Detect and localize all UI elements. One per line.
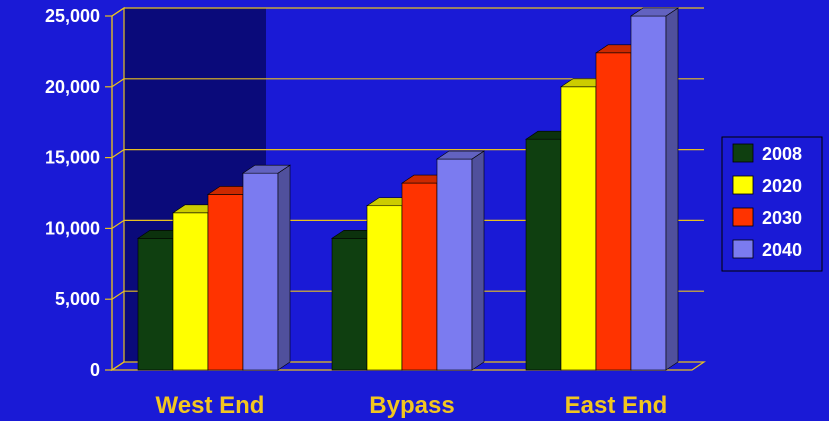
y-tick-label: 20,000 <box>45 77 100 97</box>
bar <box>242 164 291 371</box>
bar-top <box>242 164 291 174</box>
legend: 2008 2020 2030 2040 <box>721 136 823 272</box>
bar-front <box>401 182 438 371</box>
bar <box>630 7 679 371</box>
legend-label: 2030 <box>762 208 802 228</box>
category-label: West End <box>156 392 265 419</box>
legend-swatch <box>732 143 754 163</box>
gridline-depth <box>111 149 125 159</box>
legend-label: 2040 <box>762 240 802 260</box>
bar-side <box>471 150 485 371</box>
category-label: Bypass <box>369 392 454 419</box>
y-axis-tick-labels: 0 5,000 10,000 15,000 20,000 25,000 <box>45 6 100 380</box>
bar-side <box>665 7 679 371</box>
y-tick-label: 5,000 <box>55 289 100 309</box>
bar-front <box>172 212 209 371</box>
bar-side <box>277 164 291 371</box>
bar-top <box>630 7 679 17</box>
bar-front <box>137 238 174 371</box>
gridline-depth <box>111 7 125 17</box>
legend-swatch <box>732 239 754 259</box>
category-labels: West End Bypass East End <box>156 392 668 419</box>
bar-front <box>207 194 244 371</box>
bar-front <box>331 238 368 371</box>
gridline-depth <box>111 290 125 300</box>
bar-front <box>436 158 473 371</box>
gridline-depth <box>111 219 125 229</box>
gridline-depth <box>111 78 125 88</box>
legend-swatch <box>732 207 754 227</box>
bars <box>137 7 679 371</box>
legend-label: 2008 <box>762 144 802 164</box>
plot-floor <box>110 361 706 371</box>
bar-front <box>630 15 667 371</box>
y-tick-label: 15,000 <box>45 148 100 168</box>
bar-top <box>436 150 485 160</box>
y-tick-label: 0 <box>90 360 100 380</box>
category-label: East End <box>565 392 668 419</box>
bar-front <box>595 52 632 371</box>
bar-front <box>242 172 279 371</box>
bar <box>436 150 485 371</box>
bar-front <box>366 205 403 371</box>
legend-label: 2020 <box>762 176 802 196</box>
y-tick-label: 25,000 <box>45 6 100 26</box>
legend-swatch <box>732 175 754 195</box>
bar-front <box>560 86 597 371</box>
bar-front <box>525 138 562 371</box>
y-tick-label: 10,000 <box>45 218 100 238</box>
